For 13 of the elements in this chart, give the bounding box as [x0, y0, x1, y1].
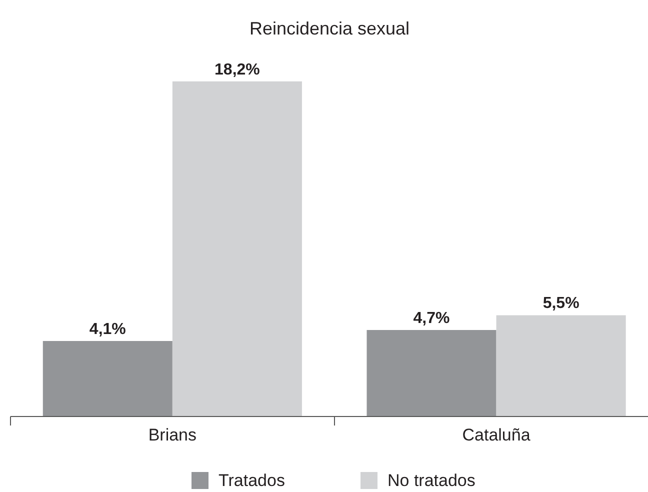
data-label: 4,1%: [89, 320, 126, 338]
bar: [496, 315, 626, 416]
chart-title: Reincidencia sexual: [249, 18, 410, 38]
x-tick-label: Brians: [148, 426, 197, 444]
data-label: 4,7%: [413, 310, 450, 327]
data-label: 5,5%: [542, 295, 580, 312]
bar: [172, 81, 302, 416]
legend-label: No tratados: [388, 471, 476, 490]
legend-label: Tratados: [218, 471, 285, 490]
data-label: 18,2%: [214, 61, 260, 78]
x-tick-label: Cataluña: [462, 426, 531, 444]
bar: [366, 330, 496, 416]
bar: [42, 340, 172, 416]
